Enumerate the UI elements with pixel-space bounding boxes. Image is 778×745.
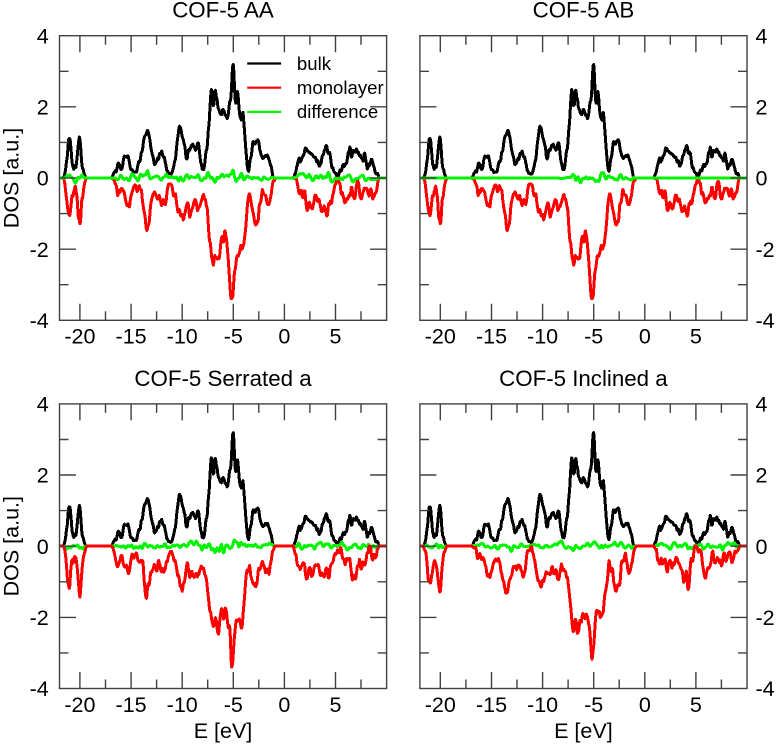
svg-text:2: 2	[756, 464, 768, 488]
svg-text:-15: -15	[476, 693, 507, 717]
svg-text:-10: -10	[527, 325, 558, 349]
svg-text:COF-5 Serrated a: COF-5 Serrated a	[134, 366, 312, 391]
svg-text:-2: -2	[30, 606, 49, 630]
svg-text:0: 0	[756, 167, 768, 191]
svg-text:-15: -15	[476, 325, 507, 349]
svg-text:-10: -10	[167, 325, 198, 349]
svg-text:0: 0	[639, 693, 651, 717]
svg-text:COF-5 Inclined a: COF-5 Inclined a	[499, 366, 668, 391]
svg-text:2: 2	[37, 464, 49, 488]
svg-text:-4: -4	[30, 309, 49, 333]
svg-text:0: 0	[37, 535, 49, 559]
svg-text:difference: difference	[297, 101, 378, 122]
svg-text:-10: -10	[167, 693, 198, 717]
svg-text:-2: -2	[756, 238, 775, 262]
svg-text:4: 4	[756, 393, 768, 417]
svg-text:monolayer: monolayer	[297, 77, 384, 98]
svg-text:5: 5	[330, 693, 342, 717]
svg-text:-5: -5	[584, 693, 603, 717]
svg-text:-5: -5	[584, 325, 603, 349]
svg-text:5: 5	[690, 325, 702, 349]
svg-text:0: 0	[756, 535, 768, 559]
svg-text:-2: -2	[756, 606, 775, 630]
svg-text:-20: -20	[425, 325, 456, 349]
svg-text:-5: -5	[224, 325, 243, 349]
svg-text:-2: -2	[30, 238, 49, 262]
svg-text:-20: -20	[64, 325, 95, 349]
svg-text:-4: -4	[30, 677, 49, 701]
svg-text:DOS [a.u.]: DOS [a.u.]	[0, 496, 24, 596]
svg-text:E [eV]: E [eV]	[554, 719, 613, 743]
svg-text:-10: -10	[527, 693, 558, 717]
svg-text:0: 0	[37, 167, 49, 191]
svg-text:COF-5 AB: COF-5 AB	[533, 0, 635, 23]
svg-text:0: 0	[639, 325, 651, 349]
svg-text:DOS [a.u.]: DOS [a.u.]	[0, 128, 24, 228]
svg-text:-4: -4	[756, 309, 775, 333]
svg-text:4: 4	[37, 24, 49, 48]
svg-text:5: 5	[690, 693, 702, 717]
svg-text:-4: -4	[756, 677, 775, 701]
svg-text:2: 2	[756, 95, 768, 119]
svg-text:4: 4	[37, 393, 49, 417]
svg-text:bulk: bulk	[297, 53, 332, 74]
svg-text:E [eV]: E [eV]	[194, 719, 253, 743]
svg-text:0: 0	[278, 693, 290, 717]
svg-text:COF-5 AA: COF-5 AA	[172, 0, 274, 23]
svg-text:-15: -15	[116, 693, 147, 717]
svg-text:5: 5	[330, 325, 342, 349]
svg-text:4: 4	[756, 24, 768, 48]
svg-text:-5: -5	[224, 693, 243, 717]
svg-text:-20: -20	[64, 693, 95, 717]
svg-text:2: 2	[37, 95, 49, 119]
svg-text:-15: -15	[116, 325, 147, 349]
svg-text:0: 0	[278, 325, 290, 349]
svg-text:-20: -20	[425, 693, 456, 717]
